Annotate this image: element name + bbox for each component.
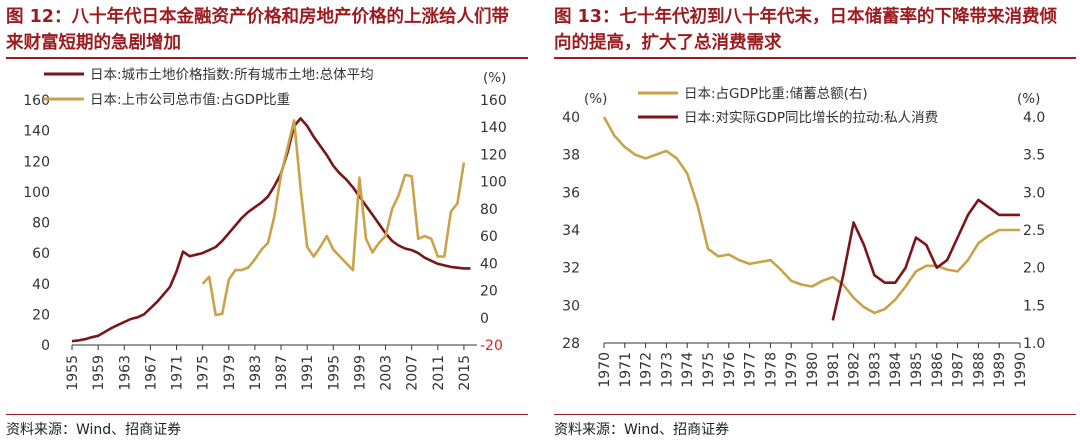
x-tick-label: 1983 [867,352,883,388]
y-right-tick-label: 2.5 [1023,223,1045,239]
x-tick-label: 1976 [722,352,738,388]
x-tick-label: 1975 [701,352,717,388]
x-tick-label: 2011 [431,355,447,391]
y-right-tick-label: 3.0 [1023,185,1045,201]
source-rule [554,414,1076,415]
source-rule [6,414,528,415]
x-tick-label: 1967 [143,355,159,391]
x-tick-label: 1984 [888,352,904,388]
x-tick-label: 1977 [743,352,759,388]
y-left-tick-label: 80 [32,216,50,232]
x-tick-label: 1978 [763,352,779,388]
x-tick-label: 1975 [196,355,212,391]
y-right-tick-label: 0 [480,311,489,327]
legend-label: 日本:占GDP比重:储蓄总额(右) [684,86,868,102]
y-left-tick-label: 100 [23,185,50,201]
y-left-tick-label: 160 [23,93,50,109]
series-line [831,198,1020,321]
y-right-unit-label: (%) [483,70,506,86]
x-tick-label: 1990 [1013,352,1029,388]
y-left-tick-label: 28 [562,336,580,352]
y-left-unit-label: (%) [584,91,607,107]
y-left-tick-label: 20 [32,307,50,323]
y-right-tick-label: 40 [480,256,498,272]
y-right-tick-label: -20 [480,338,503,354]
chart-title: 图 12：八十年代日本金融资产价格和房地产价格的上涨给人们带来财富短期的急剧增加 [6,7,509,53]
x-tick-label: 1985 [909,352,925,388]
y-right-tick-label: 140 [480,120,507,136]
y-right-tick-label: 4.0 [1023,110,1045,126]
x-tick-label: 1995 [326,355,342,391]
y-right-tick-label: 60 [480,229,498,245]
x-tick-label: 1986 [930,352,946,388]
x-tick-label: 1971 [170,355,186,391]
x-tick-label: 1963 [117,355,133,391]
x-tick-label: 1970 [597,352,613,388]
y-left-tick-label: 32 [562,261,580,277]
x-tick-label: 1981 [826,352,842,388]
x-tick-label: 1980 [805,352,821,388]
series-line [201,119,466,317]
y-right-tick-label: 80 [480,202,498,218]
x-tick-label: 1974 [680,352,696,388]
x-tick-label: 2015 [457,355,473,391]
y-left-tick-label: 60 [32,246,50,262]
x-tick-label: 2007 [405,355,421,391]
title-rule [554,57,1076,59]
source-note: 资料来源：Wind、招商证券 [6,422,182,438]
chart-title: 图 13：七十年代初到八十年代末，日本储蓄率的下降带来消费倾向的提高，扩大了总消… [554,7,1057,53]
x-tick-label: 1989 [992,352,1008,388]
y-right-tick-label: 1.5 [1023,298,1045,314]
x-tick-label: 1988 [971,352,987,388]
source-note: 资料来源：Wind、招商证券 [554,422,730,438]
y-right-tick-label: 1.0 [1023,336,1045,352]
x-tick-label: 1982 [847,352,863,388]
y-right-unit-label: (%) [1017,91,1040,107]
x-tick-label: 1999 [352,355,368,391]
legend-label: 日本:对实际GDP同比增长的拉动:私人消费 [684,110,938,126]
x-tick-label: 1973 [659,352,675,388]
legend-label: 日本:城市土地价格指数:所有城市土地:总体平均 [90,66,374,83]
x-tick-label: 1987 [951,352,967,388]
x-tick-label: 1979 [222,355,238,391]
y-left-tick-label: 40 [562,110,580,126]
y-right-tick-label: 3.5 [1023,148,1045,164]
chart-svg-left: 0 20 40 60 80 100 120 140 160 -20 0 20 40 60 80 100 120 1… [23,66,507,391]
x-tick-label: 1991 [300,355,316,391]
y-left-tick-label: 0 [41,338,50,354]
legend-label: 日本:上市公司总市值:占GDP比重 [90,91,290,108]
x-tick-label: 1959 [91,355,107,391]
y-left-tick-label: 34 [562,223,580,239]
y-left-tick-label: 38 [562,148,580,164]
x-tick-label: 1955 [65,355,81,391]
y-left-tick-label: 36 [562,185,580,201]
y-left-tick-label: 140 [23,124,50,140]
y-right-tick-label: 160 [480,93,507,109]
chart-svg-right: 28303234363840(%)1.01.52.02.53.03.54.0(%… [562,86,1045,388]
y-right-tick-label: 2.0 [1023,261,1045,277]
y-left-tick-label: 120 [23,154,50,170]
series-line [602,116,1020,315]
x-tick-label: 1971 [618,352,634,388]
y-left-tick-label: 30 [562,298,580,314]
y-right-tick-label: 120 [480,147,507,163]
y-left-tick-label: 40 [32,277,50,293]
chart-panel-right: 图 13：七十年代初到八十年代末，日本储蓄率的下降带来消费倾向的提高，扩大了总消… [548,0,1080,443]
y-right-tick-label: 100 [480,175,507,191]
y-right-tick-label: 20 [480,284,498,300]
x-tick-label: 1972 [639,352,655,388]
x-tick-label: 1983 [248,355,264,391]
series-line [71,117,471,343]
x-tick-label: 1979 [784,352,800,388]
title-rule [6,57,528,59]
x-tick-label: 1987 [274,355,290,391]
x-tick-label: 2003 [379,355,395,391]
chart-panel-left: 图 12：八十年代日本金融资产价格和房地产价格的上涨给人们带来财富短期的急剧增加… [0,0,532,443]
